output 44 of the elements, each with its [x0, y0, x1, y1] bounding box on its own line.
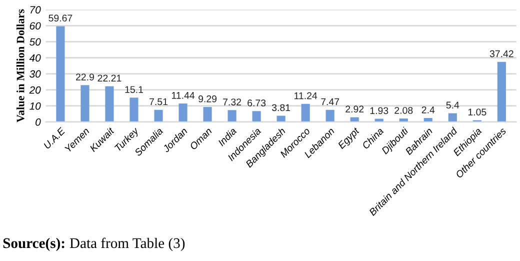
bar: [497, 62, 506, 122]
bar: [448, 113, 457, 122]
data-label: 37.42: [490, 50, 514, 58]
data-label: 15.1: [125, 86, 143, 93]
data-label: 2.92: [346, 106, 364, 113]
y-tick-label: 50: [30, 38, 41, 46]
bar: [228, 110, 236, 122]
bar: [301, 104, 310, 122]
bar: [56, 26, 65, 122]
data-label: 2.4: [422, 106, 435, 114]
data-label: 1.93: [370, 107, 388, 114]
data-label: 59.67: [48, 14, 72, 22]
bar: [326, 110, 334, 122]
bar: [105, 86, 114, 122]
y-tick-label: 40: [29, 54, 41, 62]
bar: [252, 111, 261, 122]
y-tick-label: 30: [30, 70, 41, 78]
y-axis-title: Value in Million Dollars: [16, 9, 24, 122]
data-label: 11.24: [294, 92, 318, 100]
data-label: 5.4: [446, 102, 460, 109]
source-note: Source(s): Data from Table (3): [3, 238, 185, 252]
data-label: 2.08: [394, 106, 413, 114]
data-label: 11.44: [172, 92, 195, 99]
data-label: 6.73: [248, 100, 266, 106]
bar: [178, 104, 188, 122]
data-label: 7.51: [150, 98, 168, 106]
y-tick-label: 0: [36, 118, 41, 126]
data-label: 7.32: [223, 98, 242, 106]
bar: [424, 118, 432, 122]
data-label: 22.9: [76, 74, 94, 80]
bar: [203, 106, 212, 122]
y-tick-label: 10: [30, 102, 41, 110]
data-label: 9.29: [198, 95, 217, 102]
bar: [80, 85, 90, 122]
data-label: 3.81: [272, 104, 290, 112]
bar: [350, 117, 359, 122]
y-tick-label: 20: [29, 86, 41, 94]
bar: [130, 98, 138, 122]
data-label: 7.47: [321, 98, 340, 106]
y-tick-label: 60: [30, 22, 41, 30]
y-tick-label: 70: [30, 6, 41, 14]
bar: [154, 110, 163, 122]
data-label: 1.05: [468, 108, 486, 116]
data-label: 22.21: [98, 74, 122, 82]
